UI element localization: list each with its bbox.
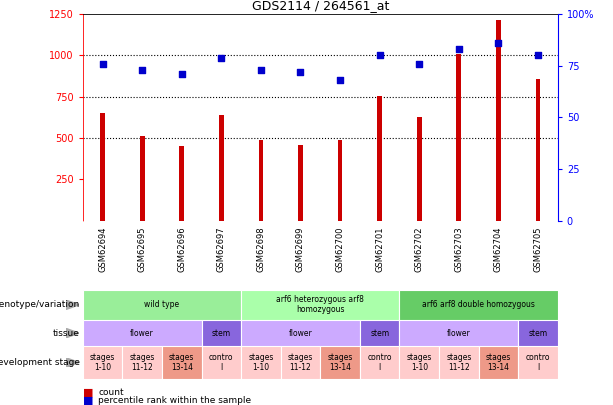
Text: stages
11-12: stages 11-12 [446, 353, 471, 372]
Text: stages
13-14: stages 13-14 [327, 353, 352, 372]
Text: contro
l: contro l [209, 353, 234, 372]
Text: stem: stem [211, 328, 231, 338]
Text: GSM62704: GSM62704 [494, 226, 503, 272]
Text: stages
1-10: stages 1-10 [248, 353, 273, 372]
Text: percentile rank within the sample: percentile rank within the sample [98, 396, 251, 405]
Text: GSM62700: GSM62700 [335, 226, 345, 272]
Text: stem: stem [528, 328, 547, 338]
Text: genotype/variation: genotype/variation [0, 300, 80, 309]
Text: flower: flower [289, 328, 313, 338]
Point [97, 60, 107, 67]
Point [256, 67, 266, 73]
Point [493, 40, 503, 46]
Point [335, 77, 345, 83]
Text: GSM62694: GSM62694 [98, 226, 107, 272]
Bar [162, 346, 202, 379]
Polygon shape [66, 300, 79, 310]
Bar [219, 115, 224, 221]
Bar [360, 346, 400, 379]
Bar [202, 346, 241, 379]
Text: tissue: tissue [53, 328, 80, 338]
Bar [400, 346, 439, 379]
Bar [360, 320, 400, 346]
Text: contro
l: contro l [367, 353, 392, 372]
Text: ■: ■ [83, 388, 93, 398]
Point [533, 52, 543, 59]
Bar [241, 346, 281, 379]
Bar [241, 290, 400, 320]
Text: flower: flower [447, 328, 471, 338]
Bar [400, 320, 518, 346]
Bar [241, 320, 360, 346]
Text: GSM62698: GSM62698 [256, 226, 265, 272]
Bar [281, 346, 321, 379]
Text: stages
1-10: stages 1-10 [90, 353, 115, 372]
Bar [378, 96, 382, 221]
Text: GSM62695: GSM62695 [138, 226, 147, 272]
Bar [518, 346, 558, 379]
Text: wild type: wild type [145, 300, 180, 309]
Bar [439, 346, 479, 379]
Bar [321, 346, 360, 379]
Bar [140, 136, 145, 221]
Bar [400, 290, 558, 320]
Text: contro
l: contro l [526, 353, 550, 372]
Title: GDS2114 / 264561_at: GDS2114 / 264561_at [251, 0, 389, 12]
Text: GSM62697: GSM62697 [217, 226, 226, 272]
Bar [83, 320, 202, 346]
Bar [338, 140, 343, 221]
Bar [259, 140, 264, 221]
Bar [536, 79, 541, 221]
Bar [83, 290, 241, 320]
Point [137, 67, 147, 73]
Text: arf6 heterozygous arf8
homozygous: arf6 heterozygous arf8 homozygous [276, 295, 364, 314]
Polygon shape [66, 328, 79, 338]
Text: GSM62701: GSM62701 [375, 226, 384, 272]
Point [375, 52, 384, 59]
Bar [518, 320, 558, 346]
Text: stages
13-14: stages 13-14 [169, 353, 194, 372]
Text: GSM62705: GSM62705 [533, 226, 543, 272]
Point [216, 54, 226, 61]
Text: stages
13-14: stages 13-14 [485, 353, 511, 372]
Bar [298, 145, 303, 221]
Text: stages
11-12: stages 11-12 [288, 353, 313, 372]
Bar [496, 20, 501, 221]
Point [454, 46, 464, 53]
Text: GSM62702: GSM62702 [415, 226, 424, 272]
Bar [202, 320, 241, 346]
Text: stages
1-10: stages 1-10 [406, 353, 432, 372]
Text: development stage: development stage [0, 358, 80, 367]
Text: stem: stem [370, 328, 389, 338]
Text: flower: flower [131, 328, 154, 338]
Text: stages
11-12: stages 11-12 [129, 353, 155, 372]
Bar [417, 117, 422, 221]
Text: ■: ■ [83, 396, 93, 405]
Text: arf6 arf8 double homozygous: arf6 arf8 double homozygous [422, 300, 535, 309]
Text: GSM62696: GSM62696 [177, 226, 186, 272]
Text: GSM62703: GSM62703 [454, 226, 463, 272]
Text: GSM62699: GSM62699 [296, 226, 305, 272]
Bar [180, 146, 184, 221]
Text: count: count [98, 388, 124, 397]
Point [177, 71, 186, 77]
Bar [123, 346, 162, 379]
Point [414, 60, 424, 67]
Bar [457, 54, 461, 221]
Bar [479, 346, 518, 379]
Bar [83, 346, 123, 379]
Polygon shape [66, 358, 79, 367]
Point [295, 69, 305, 75]
Bar [100, 113, 105, 221]
